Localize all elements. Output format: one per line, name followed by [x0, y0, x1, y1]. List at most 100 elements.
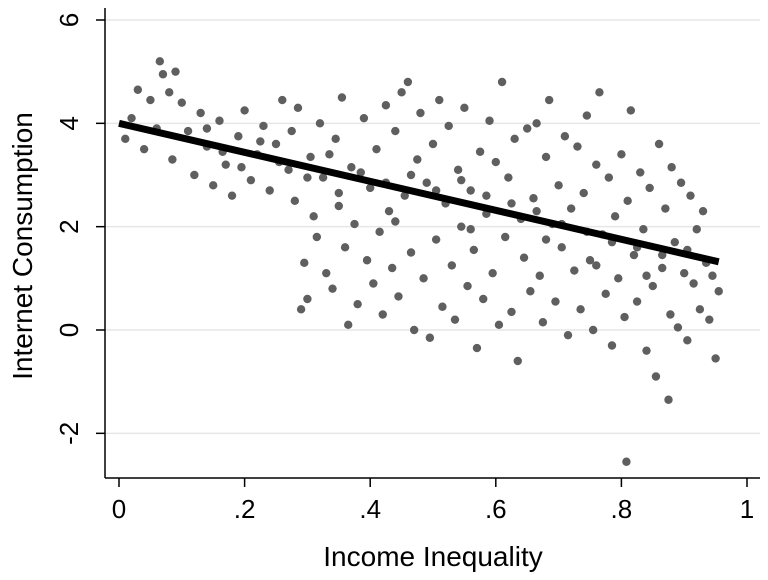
scatter-point: [469, 245, 479, 255]
scatter-point: [325, 150, 334, 159]
scatter-point: [507, 307, 516, 317]
scatter-point: [494, 320, 504, 330]
scatter-point: [588, 325, 598, 335]
scatter-point: [121, 134, 130, 144]
scatter-point: [544, 95, 554, 105]
scatter-point: [683, 336, 692, 345]
scatter-point: [350, 219, 359, 229]
scatter-point: [158, 70, 168, 79]
scatter-point: [284, 165, 293, 175]
scatter-point: [711, 354, 720, 363]
scatter-point: [215, 116, 224, 125]
scatter-point: [300, 258, 309, 268]
scatter-point: [337, 93, 347, 102]
scatter-point: [444, 121, 453, 131]
scatter-point: [576, 305, 585, 314]
scatter-point: [431, 235, 441, 244]
scatter-point: [240, 106, 249, 115]
scatter-point: [438, 302, 447, 311]
scatter-point: [604, 173, 614, 182]
scatter-point: [551, 297, 560, 306]
scatter-point: [362, 256, 372, 265]
scatter-point: [372, 144, 381, 154]
scatter-point: [466, 186, 475, 195]
scatter-point: [366, 183, 375, 193]
scatter-point: [488, 268, 497, 278]
scatter-point: [666, 310, 675, 319]
scatter-point: [513, 356, 522, 366]
axes: [104, 8, 760, 479]
x-tick-label: .4: [359, 494, 381, 524]
scatter-point: [447, 261, 457, 270]
scatter-point: [538, 318, 548, 327]
scatter-point: [256, 137, 265, 146]
scatter-point: [632, 297, 642, 306]
scatter-point: [532, 206, 541, 216]
scatter-point: [290, 196, 300, 206]
scatter-point: [306, 152, 315, 162]
scatter-point: [680, 268, 689, 278]
scatter-point: [177, 98, 186, 107]
scatter-point: [648, 281, 657, 291]
x-tick-label: 1: [740, 494, 754, 524]
scatter-point: [165, 88, 174, 97]
scatter-point: [127, 113, 136, 123]
x-tick-label: .2: [234, 494, 256, 524]
scatter-point: [519, 253, 529, 262]
scatter-point: [457, 222, 466, 231]
scatter-point: [409, 325, 419, 335]
scatter-point: [585, 256, 595, 265]
y-tick-label: 0: [54, 323, 84, 337]
scatter-point: [416, 108, 425, 118]
y-axis-title: Internet Consumption: [7, 112, 38, 380]
scatter-point: [620, 312, 629, 322]
x-tick-label: .8: [611, 494, 633, 524]
scatter-point: [698, 206, 708, 216]
scatter-point: [403, 77, 413, 87]
scatter-point: [623, 196, 632, 206]
scatter-point: [331, 134, 340, 144]
scatter-point: [658, 250, 667, 260]
scatter-point: [296, 305, 306, 314]
scatter-point: [384, 206, 394, 216]
scatter-point: [246, 175, 256, 185]
scatter-point: [146, 95, 155, 105]
scatter-point: [692, 225, 701, 234]
scatter-point: [303, 173, 312, 182]
scatter-point: [457, 175, 466, 185]
scatter-point: [453, 165, 463, 175]
scatter-point: [419, 274, 428, 283]
scatter-point: [237, 163, 246, 172]
scatter-point: [563, 330, 573, 340]
scatter-point: [501, 232, 510, 242]
scatter-point: [482, 191, 491, 200]
scatter-point: [472, 343, 482, 353]
scatter-point: [312, 232, 322, 242]
scatter-point: [334, 188, 343, 198]
scatter-point: [622, 457, 631, 466]
scatter-point: [526, 287, 535, 296]
y-tick-label: 4: [54, 116, 84, 130]
scatter-point: [221, 160, 230, 169]
scatter-point: [491, 157, 500, 167]
scatter-point: [607, 341, 617, 350]
scatter-point: [686, 191, 695, 200]
scatter-point: [265, 186, 274, 195]
scatter-point: [369, 279, 378, 288]
scatter-point: [155, 57, 165, 66]
y-tick-label: 2: [54, 219, 84, 233]
scatter-point: [595, 88, 604, 97]
scatter-point: [714, 287, 723, 296]
scatter-point: [651, 372, 661, 381]
scatter-point: [592, 261, 601, 270]
scatter-point: [582, 111, 592, 120]
scatter-point: [391, 126, 400, 136]
scatter-point: [617, 150, 626, 159]
scatter-point: [705, 315, 714, 324]
scatter-point: [670, 237, 679, 247]
scatter-point: [347, 163, 356, 172]
scatter-point: [340, 243, 350, 252]
scatter-point: [413, 155, 422, 164]
scatter-point: [202, 124, 212, 133]
